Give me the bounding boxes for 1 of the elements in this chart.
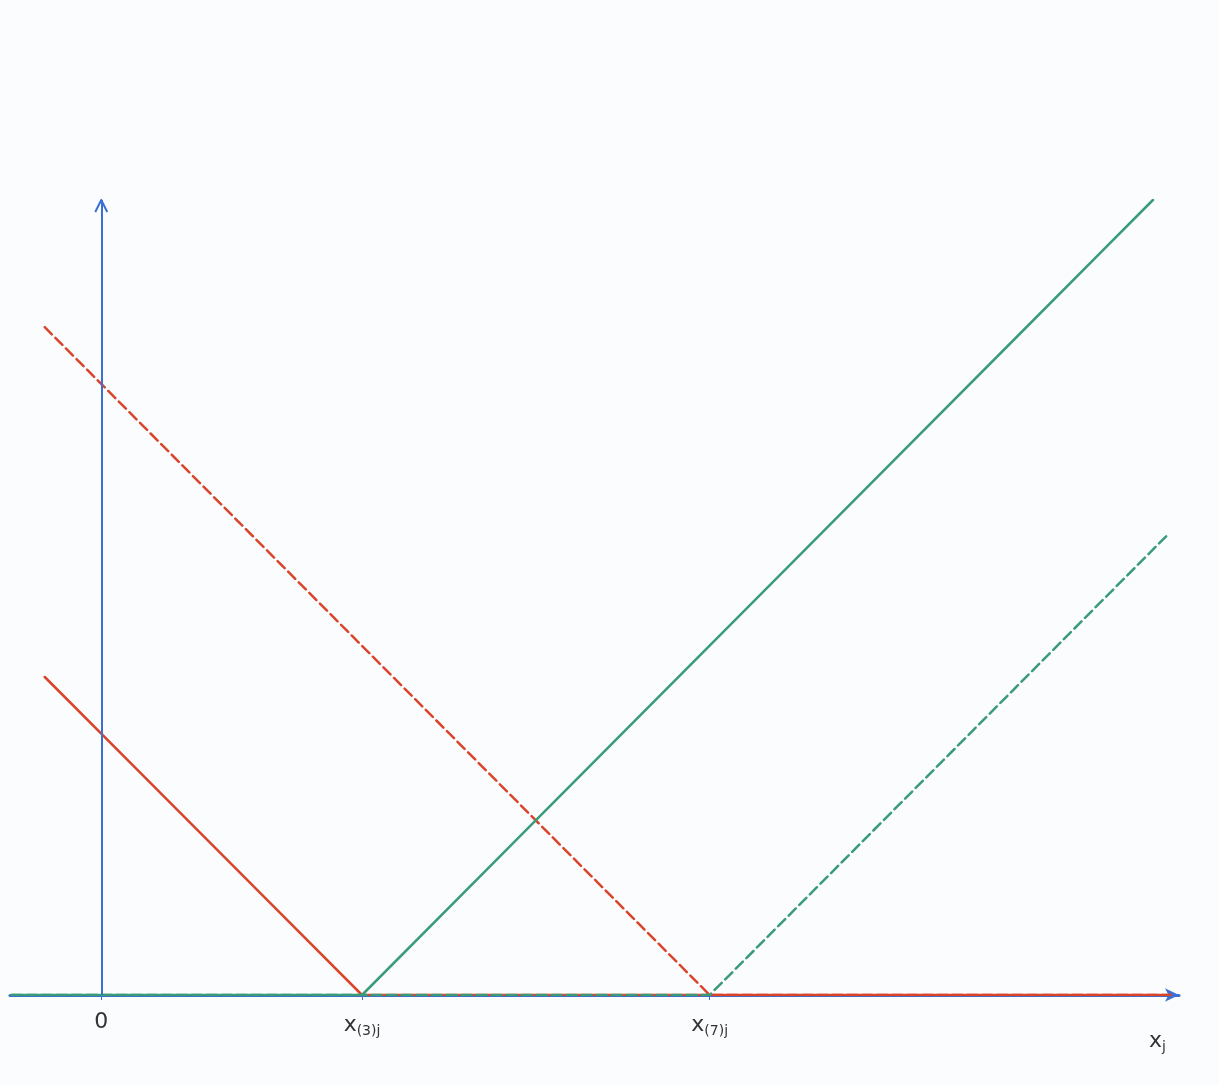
x-tick-label: 0 <box>94 1007 109 1033</box>
